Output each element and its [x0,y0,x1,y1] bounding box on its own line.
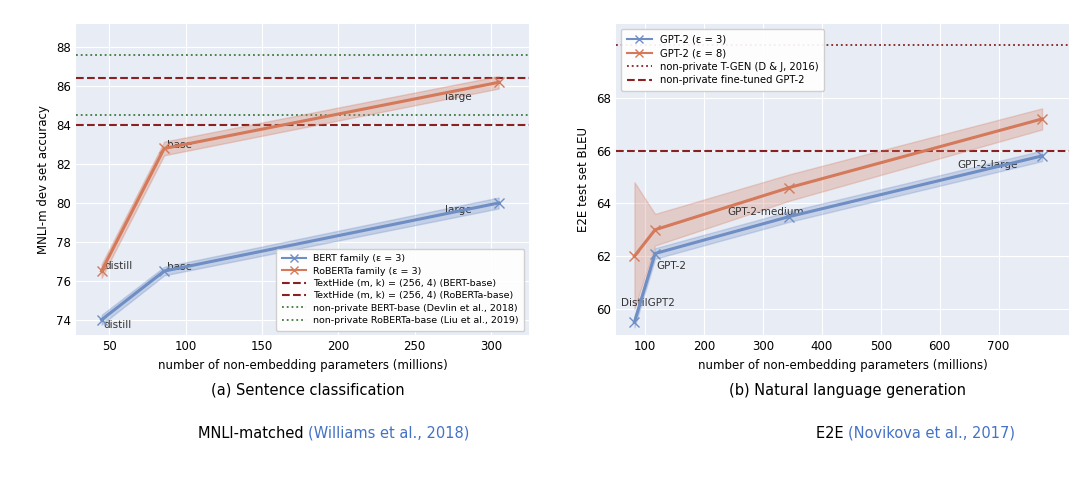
Text: GPT-2: GPT-2 [657,262,687,271]
Text: E2E: E2E [815,426,848,441]
Text: (b) Natural language generation: (b) Natural language generation [729,383,967,398]
Text: base: base [167,262,192,272]
Text: (Novikova et al., 2017): (Novikova et al., 2017) [848,426,1015,441]
Text: (Williams et al., 2018): (Williams et al., 2018) [308,426,469,441]
X-axis label: number of non-embedding parameters (millions): number of non-embedding parameters (mill… [698,359,987,372]
Y-axis label: MNLI-m dev set accuracy: MNLI-m dev set accuracy [37,105,50,254]
Text: (a) Sentence classification: (a) Sentence classification [211,383,405,398]
Legend: GPT-2 (ε = 3), GPT-2 (ε = 8), non-private T-GEN (D & J, 2016), non-private fine-: GPT-2 (ε = 3), GPT-2 (ε = 8), non-privat… [621,29,824,91]
Text: large: large [445,92,472,102]
Text: MNLI-matched: MNLI-matched [198,426,308,441]
Text: DistilGPT2: DistilGPT2 [621,298,675,308]
X-axis label: number of non-embedding parameters (millions): number of non-embedding parameters (mill… [158,359,447,372]
Text: base: base [167,139,192,149]
Legend: BERT family (ε = 3), RoBERTa family (ε = 3), TextHide (m, k) = (256, 4) (BERT-ba: BERT family (ε = 3), RoBERTa family (ε =… [276,249,525,331]
Text: GPT-2-large: GPT-2-large [957,160,1017,170]
Y-axis label: E2E test set BLEU: E2E test set BLEU [577,127,590,232]
Text: GPT-2-medium: GPT-2-medium [728,207,805,217]
Text: distill: distill [103,319,132,330]
Text: large: large [445,205,472,215]
Text: distill: distill [105,261,133,271]
